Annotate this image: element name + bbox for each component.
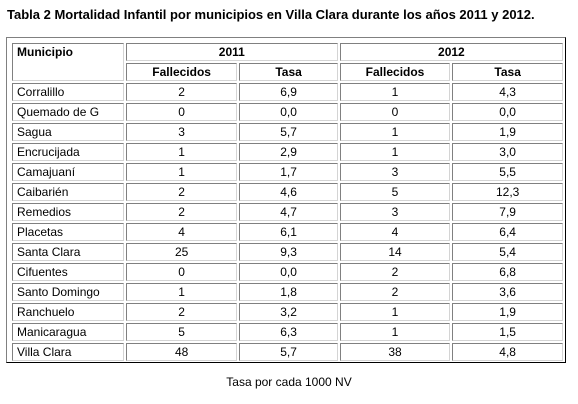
cell-tasa-2012: 1,9 xyxy=(452,303,563,321)
cell-municipio: Ranchuelo xyxy=(12,303,124,321)
cell-fallecidos-2011: 4 xyxy=(125,223,238,241)
cell-fallecidos-2011: 5 xyxy=(125,323,238,341)
cell-fallecidos-2012: 1 xyxy=(339,303,451,321)
header-tasa-2011: Tasa xyxy=(239,63,338,81)
cell-tasa-2012: 0,0 xyxy=(452,103,563,121)
cell-tasa-2011: 6,9 xyxy=(239,83,338,101)
cell-fallecidos-2011: 2 xyxy=(125,203,238,221)
mortality-table: Municipio 2011 2012 Fallecidos Tasa Fall… xyxy=(10,41,565,363)
cell-fallecidos-2011: 0 xyxy=(125,103,238,121)
header-fallecidos-2011: Fallecidos xyxy=(125,63,238,81)
cell-municipio: Santa Clara xyxy=(12,243,124,261)
cell-fallecidos-2012: 1 xyxy=(339,143,451,161)
cell-municipio: Sagua xyxy=(12,123,124,141)
table-row: Ranchuelo 2 3,2 1 1,9 xyxy=(12,303,563,321)
table-row: Manicaragua 5 6,3 1 1,5 xyxy=(12,323,563,341)
cell-fallecidos-2011: 1 xyxy=(125,283,238,301)
cell-fallecidos-2012: 0 xyxy=(339,103,451,121)
cell-tasa-2012: 4,3 xyxy=(452,83,563,101)
cell-tasa-2012: 1,9 xyxy=(452,123,563,141)
cell-fallecidos-2012: 2 xyxy=(339,263,451,281)
cell-fallecidos-2012: 3 xyxy=(339,163,451,181)
cell-tasa-2012: 6,4 xyxy=(452,223,563,241)
cell-tasa-2011: 9,3 xyxy=(239,243,338,261)
table-row: Quemado de G 0 0,0 0 0,0 xyxy=(12,103,563,121)
cell-tasa-2012: 6,8 xyxy=(452,263,563,281)
cell-tasa-2011: 1,8 xyxy=(239,283,338,301)
cell-municipio: Santo Domingo xyxy=(12,283,124,301)
cell-fallecidos-2011: 2 xyxy=(125,183,238,201)
table-row: Remedios 2 4,7 3 7,9 xyxy=(12,203,563,221)
cell-tasa-2011: 3,2 xyxy=(239,303,338,321)
cell-fallecidos-2012: 1 xyxy=(339,123,451,141)
cell-fallecidos-2012: 14 xyxy=(339,243,451,261)
cell-tasa-2012: 5,4 xyxy=(452,243,563,261)
cell-tasa-2011: 5,7 xyxy=(239,343,338,361)
table-row: Villa Clara 48 5,7 38 4,8 xyxy=(12,343,563,361)
cell-tasa-2012: 5,5 xyxy=(452,163,563,181)
cell-fallecidos-2011: 0 xyxy=(125,263,238,281)
table-row: Camajuaní 1 1,7 3 5,5 xyxy=(12,163,563,181)
mortality-table-frame: Municipio 2011 2012 Fallecidos Tasa Fall… xyxy=(6,37,566,363)
table-footnote: Tasa por cada 1000 NV xyxy=(226,375,352,389)
cell-tasa-2012: 3,6 xyxy=(452,283,563,301)
header-year-2012: 2012 xyxy=(339,43,563,61)
cell-fallecidos-2011: 25 xyxy=(125,243,238,261)
table-row: Corralillo 2 6,9 1 4,3 xyxy=(12,83,563,101)
cell-fallecidos-2011: 1 xyxy=(125,143,238,161)
cell-fallecidos-2012: 1 xyxy=(339,83,451,101)
header-municipio: Municipio xyxy=(12,43,124,81)
table-row: Encrucijada 1 2,9 1 3,0 xyxy=(12,143,563,161)
table-row: Placetas 4 6,1 4 6,4 xyxy=(12,223,563,241)
cell-municipio: Quemado de G xyxy=(12,103,124,121)
header-year-2011: 2011 xyxy=(125,43,338,61)
cell-municipio: Remedios xyxy=(12,203,124,221)
cell-fallecidos-2011: 1 xyxy=(125,163,238,181)
header-row-columns: Fallecidos Tasa Fallecidos Tasa xyxy=(12,63,563,81)
cell-fallecidos-2011: 48 xyxy=(125,343,238,361)
cell-fallecidos-2011: 2 xyxy=(125,83,238,101)
cell-tasa-2012: 12,3 xyxy=(452,183,563,201)
table-row: Santo Domingo 1 1,8 2 3,6 xyxy=(12,283,563,301)
cell-tasa-2011: 0,0 xyxy=(239,103,338,121)
table-row: Cifuentes 0 0,0 2 6,8 xyxy=(12,263,563,281)
cell-tasa-2011: 1,7 xyxy=(239,163,338,181)
cell-fallecidos-2011: 3 xyxy=(125,123,238,141)
cell-tasa-2011: 0,0 xyxy=(239,263,338,281)
cell-fallecidos-2012: 4 xyxy=(339,223,451,241)
cell-tasa-2011: 6,3 xyxy=(239,323,338,341)
cell-tasa-2011: 5,7 xyxy=(239,123,338,141)
table-row: Sagua 3 5,7 1 1,9 xyxy=(12,123,563,141)
cell-fallecidos-2011: 2 xyxy=(125,303,238,321)
table-row: Santa Clara 25 9,3 14 5,4 xyxy=(12,243,563,261)
cell-municipio: Cifuentes xyxy=(12,263,124,281)
cell-municipio: Encrucijada xyxy=(12,143,124,161)
header-fallecidos-2012: Fallecidos xyxy=(339,63,451,81)
cell-fallecidos-2012: 3 xyxy=(339,203,451,221)
cell-fallecidos-2012: 1 xyxy=(339,323,451,341)
cell-municipio: Villa Clara xyxy=(12,343,124,361)
cell-municipio: Caibarién xyxy=(12,183,124,201)
cell-tasa-2011: 4,6 xyxy=(239,183,338,201)
cell-fallecidos-2012: 2 xyxy=(339,283,451,301)
cell-tasa-2011: 2,9 xyxy=(239,143,338,161)
cell-municipio: Placetas xyxy=(12,223,124,241)
table-caption: Tabla 2 Mortalidad Infantil por municipi… xyxy=(7,7,535,22)
header-tasa-2012: Tasa xyxy=(452,63,563,81)
cell-tasa-2012: 1,5 xyxy=(452,323,563,341)
cell-tasa-2012: 3,0 xyxy=(452,143,563,161)
cell-tasa-2012: 4,8 xyxy=(452,343,563,361)
cell-municipio: Corralillo xyxy=(12,83,124,101)
cell-municipio: Camajuaní xyxy=(12,163,124,181)
cell-tasa-2011: 6,1 xyxy=(239,223,338,241)
cell-fallecidos-2012: 38 xyxy=(339,343,451,361)
cell-municipio: Manicaragua xyxy=(12,323,124,341)
header-row-years: Municipio 2011 2012 xyxy=(12,43,563,81)
cell-tasa-2011: 4,7 xyxy=(239,203,338,221)
cell-tasa-2012: 7,9 xyxy=(452,203,563,221)
table-row: Caibarién 2 4,6 5 12,3 xyxy=(12,183,563,201)
cell-fallecidos-2012: 5 xyxy=(339,183,451,201)
